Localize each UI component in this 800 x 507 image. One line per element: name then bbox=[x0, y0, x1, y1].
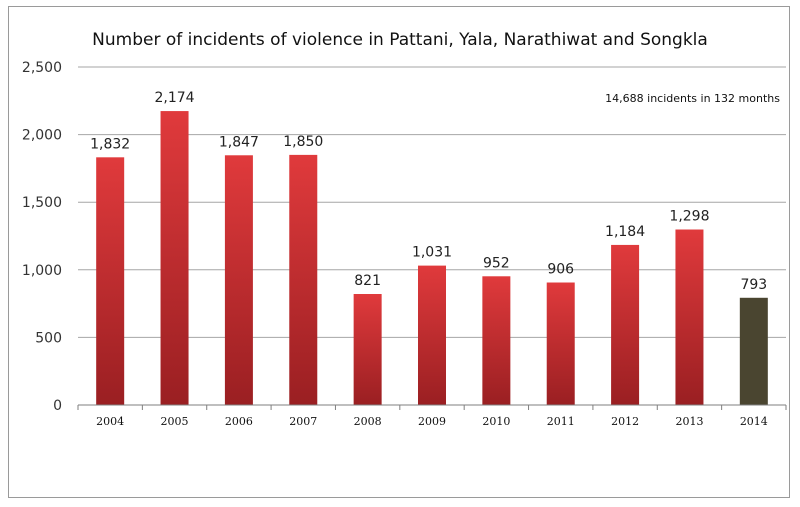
data-label: 1,184 bbox=[605, 224, 645, 240]
bar-2007 bbox=[289, 154, 318, 405]
y-tick-label: 1,500 bbox=[22, 195, 62, 211]
data-label: 1,832 bbox=[90, 136, 130, 152]
x-tick-label: 2011 bbox=[547, 415, 575, 428]
data-label: 1,031 bbox=[412, 245, 452, 261]
data-label: 952 bbox=[483, 255, 510, 271]
bar-2014 bbox=[739, 297, 768, 405]
bar-2004 bbox=[96, 157, 125, 405]
y-tick-label: 2,000 bbox=[22, 128, 62, 144]
data-label: 1,298 bbox=[669, 209, 709, 225]
chart-frame bbox=[8, 6, 790, 498]
bar-2005 bbox=[160, 111, 189, 406]
chart-annotation: 14,688 incidents in 132 months bbox=[605, 92, 780, 105]
bar-2011 bbox=[546, 282, 575, 405]
x-tick-label: 2006 bbox=[225, 415, 253, 428]
data-label: 821 bbox=[354, 273, 381, 289]
x-tick-label: 2014 bbox=[740, 415, 768, 428]
data-label: 2,174 bbox=[154, 90, 194, 106]
x-tick-label: 2013 bbox=[675, 415, 703, 428]
x-tick-label: 2008 bbox=[354, 415, 382, 428]
chart-title: Number of incidents of violence in Patta… bbox=[92, 30, 708, 50]
bar-2008 bbox=[353, 294, 382, 405]
data-label: 906 bbox=[547, 262, 574, 278]
x-tick-label: 2004 bbox=[96, 415, 124, 428]
y-tick-label: 500 bbox=[35, 330, 62, 346]
bar-2012 bbox=[611, 244, 640, 405]
data-label: 1,847 bbox=[219, 134, 259, 150]
data-label: 793 bbox=[740, 277, 767, 293]
bar-2006 bbox=[224, 155, 253, 405]
y-axis-ticks: 0 500 1,000 1,500 2,000 2,500 bbox=[22, 60, 62, 414]
x-tick-label: 2005 bbox=[161, 415, 189, 428]
x-axis-ticks: 2004 2005 2006 2007 2008 2009 2010 2011 2012 2013… bbox=[96, 415, 768, 428]
bar-2013 bbox=[675, 229, 704, 405]
y-tick-label: 2,500 bbox=[22, 60, 62, 76]
x-axis bbox=[77, 404, 787, 410]
bars bbox=[96, 111, 768, 406]
gridlines bbox=[78, 66, 786, 338]
x-tick-label: 2012 bbox=[611, 415, 639, 428]
data-labels: 1,832 2,174 1,847 1,850 821 1,031 952 906 1,184 1… bbox=[90, 90, 767, 293]
bar-2010 bbox=[482, 276, 511, 405]
y-tick-label: 1,000 bbox=[22, 263, 62, 279]
data-label: 1,850 bbox=[283, 134, 323, 150]
bar-2009 bbox=[418, 265, 446, 405]
x-tick-label: 2009 bbox=[418, 415, 446, 428]
x-tick-label: 2010 bbox=[482, 415, 510, 428]
x-tick-label: 2007 bbox=[289, 415, 317, 428]
y-tick-label: 0 bbox=[53, 398, 62, 414]
